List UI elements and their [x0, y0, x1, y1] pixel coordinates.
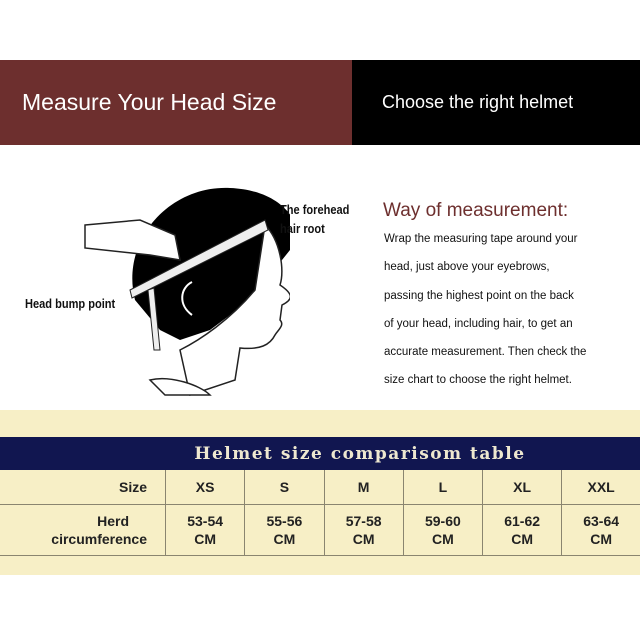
measurement-line: size chart to choose the right helmet.	[384, 374, 572, 386]
range-unit: CM	[590, 531, 613, 547]
size-table-title-bar: Helmet size comparisom table	[0, 437, 640, 470]
banner-measure-head: Measure Your Head Size	[0, 60, 352, 145]
size-table: Size XS S M L XL XXL Herd circumference 5…	[0, 470, 640, 556]
range-unit: CM	[511, 531, 534, 547]
range-cell: 57-58 CM	[323, 504, 404, 556]
range-unit: CM	[352, 531, 375, 547]
range-unit: CM	[194, 531, 217, 547]
range-value: 57-58	[345, 513, 382, 529]
range-cell: 55-56 CM	[244, 504, 324, 556]
range-value: 55-56	[266, 513, 303, 529]
size-cell: XS	[164, 470, 245, 505]
measurement-line: of your head, including hair, to get an	[384, 318, 573, 330]
range-cell: 53-54 CM	[164, 504, 245, 556]
circumference-label: Herd circumference	[0, 504, 166, 556]
banner-choose-helmet: Choose the right helmet	[352, 60, 640, 145]
measurement-title: Way of measurement:	[383, 200, 569, 221]
table-row-sizes: Size XS S M L XL XXL	[0, 470, 640, 505]
range-value: 63-64	[583, 513, 620, 529]
range-value: 53-54	[187, 513, 224, 529]
size-label: Size	[0, 470, 166, 505]
banner-subtitle: Choose the right helmet	[382, 92, 574, 112]
measurement-line: head, just above your eyebrows,	[384, 261, 550, 273]
range-cell: 61-62 CM	[481, 504, 562, 556]
range-cell: 59-60 CM	[402, 504, 483, 556]
head-measurement-illustration	[84, 187, 290, 396]
forehead-label: The forehead hair root	[280, 200, 349, 238]
range-value: 59-60	[424, 513, 461, 529]
banner-title: Measure Your Head Size	[22, 89, 277, 115]
size-cell: S	[244, 470, 324, 505]
measurement-line: passing the highest point on the back	[384, 290, 574, 302]
forehead-label-line: hair root	[280, 221, 325, 236]
head-bump-label: Head bump point	[25, 296, 116, 311]
range-cell: 63-64 CM	[561, 504, 640, 556]
forehead-label-line: The forehead	[280, 202, 350, 217]
range-unit: CM	[273, 531, 296, 547]
size-cell: XXL	[561, 470, 640, 505]
table-row-circumference: Herd circumference 53-54 CM 55-56 CM 57-58 C…	[0, 504, 640, 556]
size-table-title: Helmet size comparisom table	[194, 443, 526, 464]
range-unit: CM	[431, 531, 454, 547]
circ-label-line: Herd	[97, 513, 129, 529]
circ-label-line: circumference	[51, 531, 147, 547]
size-cell: L	[402, 470, 483, 505]
size-cell: XL	[481, 470, 562, 505]
measurement-line: accurate measurement. Then check the	[384, 346, 587, 358]
range-value: 61-62	[504, 513, 541, 529]
measurement-line: Wrap the measuring tape around your	[384, 233, 578, 245]
size-cell: M	[323, 470, 404, 505]
